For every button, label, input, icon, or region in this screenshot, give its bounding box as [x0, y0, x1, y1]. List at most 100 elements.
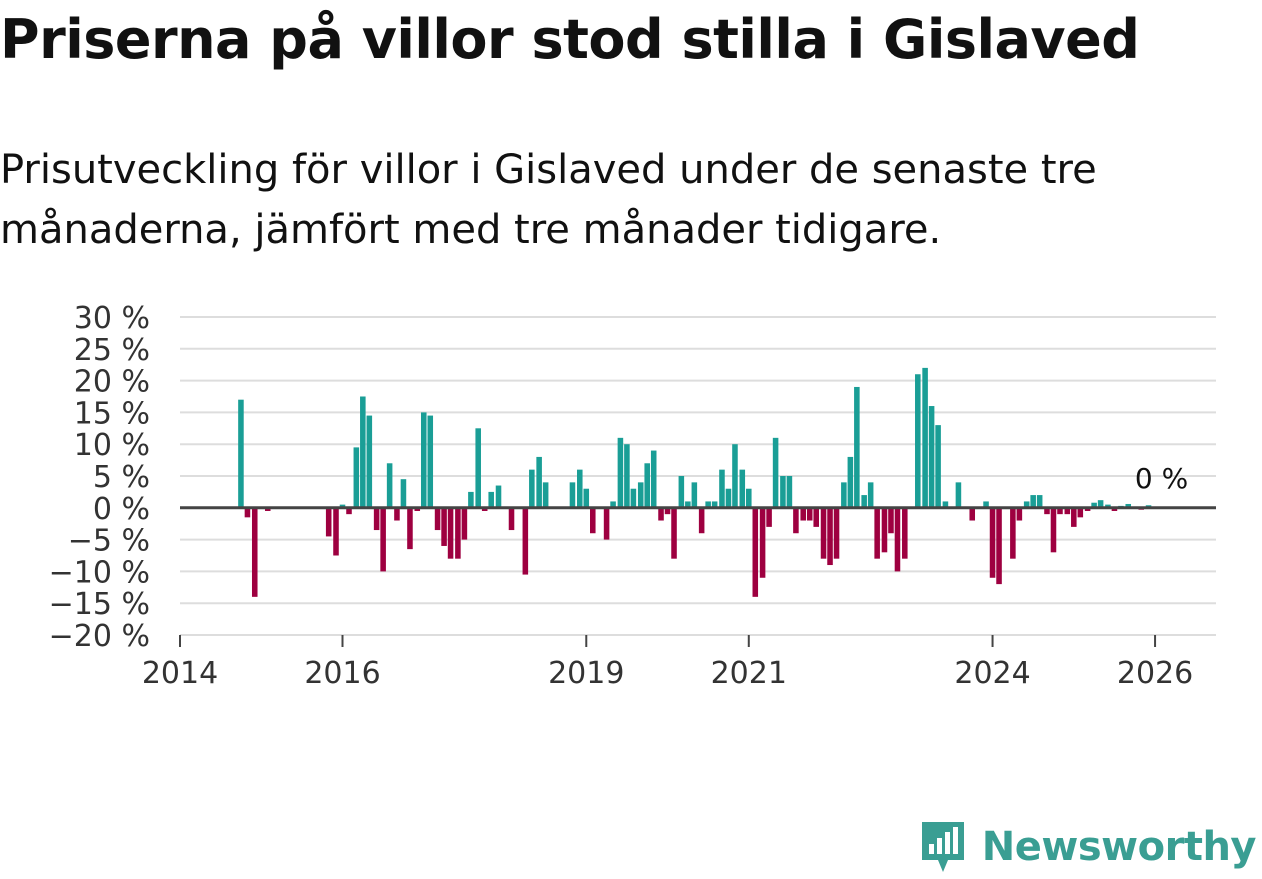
chart-bar — [759, 507, 766, 578]
y-tick-label: 5 % — [93, 460, 150, 495]
chart-bar — [685, 501, 691, 508]
chart-bar — [1097, 500, 1104, 508]
chart-bar — [481, 507, 488, 511]
chart-bar — [881, 507, 888, 553]
brand-logo: Newsworthy — [918, 818, 1257, 876]
chart-bar — [874, 507, 880, 559]
chart-bar — [577, 469, 583, 508]
chart-bar — [420, 412, 427, 508]
y-tick-label: 10 % — [74, 428, 150, 463]
chart-bar — [861, 495, 867, 508]
chart-bar — [461, 507, 468, 540]
chart-bar — [955, 482, 962, 508]
chart-bar — [529, 469, 535, 508]
y-tick-label: 30 % — [74, 301, 150, 336]
chart-bar — [711, 501, 718, 508]
chart-bar — [719, 469, 725, 508]
chart-bar — [746, 488, 752, 508]
y-tick-label: −10 % — [49, 555, 150, 590]
chart-bar — [739, 469, 746, 508]
chart-bar — [983, 501, 989, 508]
x-tick-label: 2026 — [1117, 656, 1193, 691]
chart-bar — [637, 482, 644, 508]
chart-bar — [508, 507, 515, 531]
chart-bar — [346, 507, 352, 515]
chart-bar — [1030, 495, 1036, 508]
chart-bar — [1044, 507, 1050, 515]
chart-bar — [847, 456, 854, 508]
y-tick-label: 25 % — [74, 333, 150, 368]
chart-bar — [569, 482, 576, 508]
chart-bar — [867, 482, 874, 508]
chart-bar — [441, 507, 447, 546]
chart-bar — [1077, 507, 1084, 518]
chart-bar — [353, 447, 360, 508]
chart-bar — [928, 406, 935, 508]
chart-bar — [339, 504, 346, 508]
chart-bar — [1057, 507, 1063, 515]
chart-bar — [380, 507, 386, 572]
chart-bar — [894, 507, 901, 572]
y-tick-label: 0 % — [93, 492, 150, 527]
chart-bar — [360, 396, 366, 508]
page-title: Priserna på villor stod stilla i Gislave… — [0, 8, 1140, 71]
chart-bar — [630, 488, 637, 508]
chart-bar — [434, 507, 441, 531]
chart-bar — [1016, 507, 1023, 521]
x-tick-label: 2019 — [548, 656, 624, 691]
chart-bar — [820, 507, 827, 559]
latest-value-label: 0 % — [1135, 462, 1188, 495]
chart-bar — [366, 415, 373, 508]
chart-bar — [251, 507, 258, 597]
chart-bar — [800, 507, 806, 521]
chart-bar — [678, 476, 685, 508]
grid-lines — [180, 316, 1216, 636]
chart-bar — [414, 507, 421, 511]
chart-bar — [583, 488, 590, 508]
chart-bar — [407, 507, 413, 550]
bar-chart: 30 %25 %20 %15 %10 %5 %0 %−5 %−10 %−15 %… — [49, 301, 1216, 691]
chart-bar — [1105, 504, 1111, 508]
chart-bar — [793, 507, 799, 534]
chart-bar — [766, 507, 772, 527]
chart-bar — [264, 507, 271, 511]
chart-bar — [841, 482, 847, 508]
chart-bar — [658, 507, 664, 521]
chart-bar — [786, 476, 793, 508]
brand-name: Newsworthy — [981, 824, 1257, 870]
x-tick-label: 2014 — [142, 656, 218, 691]
chart-bar — [705, 501, 711, 508]
chart-bar — [495, 485, 502, 508]
chart-bar — [989, 507, 996, 578]
axes — [179, 506, 1216, 647]
chart-bar — [238, 399, 244, 508]
chart-bar — [400, 479, 407, 508]
chart-bar — [522, 507, 529, 575]
chart-bar — [902, 507, 908, 559]
newsworthy-logo-icon — [921, 822, 964, 872]
chart-bar — [1036, 495, 1043, 508]
chart-bar — [603, 507, 610, 540]
x-tick-label: 2016 — [304, 656, 380, 691]
chart-bar — [1023, 501, 1030, 508]
chart-bar — [1084, 507, 1091, 511]
chart-bar — [664, 507, 671, 515]
chart-bar — [244, 507, 251, 518]
chart-bar — [590, 507, 596, 534]
chart-bar — [455, 507, 461, 559]
chart-bar — [996, 507, 1002, 585]
chart-bar — [915, 374, 921, 508]
y-tick-label: 20 % — [74, 365, 150, 400]
chart-bar — [447, 507, 454, 559]
chart-bar — [373, 507, 380, 531]
chart-bar — [617, 437, 624, 508]
chart-bar — [691, 482, 698, 508]
chart-bar — [386, 463, 393, 508]
chart-bar — [922, 367, 928, 508]
chart-bar — [752, 507, 759, 597]
chart-bar — [827, 507, 833, 566]
chart-bar — [542, 482, 549, 508]
chart-bar — [488, 491, 494, 508]
chart-bar — [394, 507, 400, 521]
y-tick-label: −20 % — [49, 619, 150, 654]
